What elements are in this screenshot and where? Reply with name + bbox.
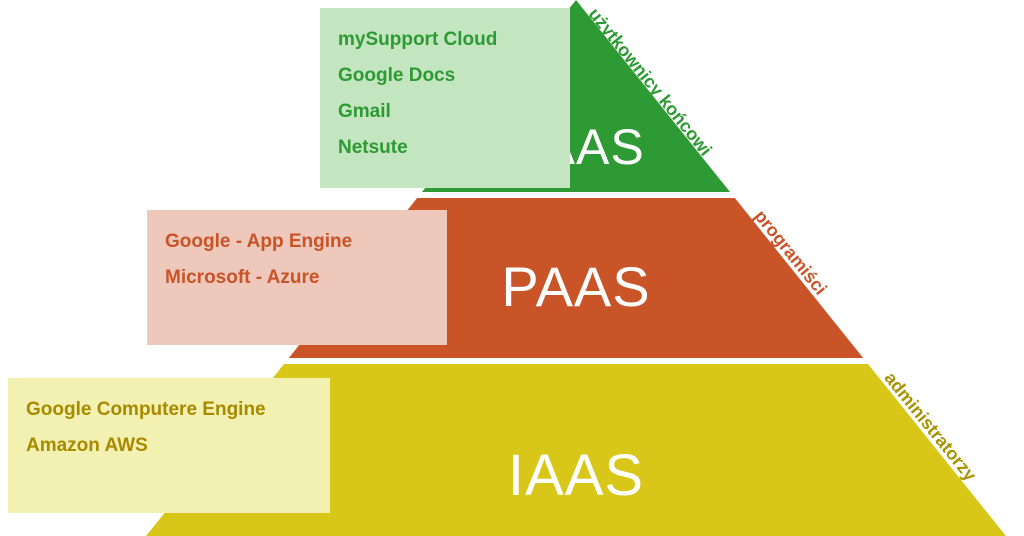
tier-iaas-label: IAAS bbox=[508, 442, 644, 509]
example-item: mySupport Cloud bbox=[338, 22, 552, 58]
example-item: Gmail bbox=[338, 94, 552, 130]
tier-paas-label: PAAS bbox=[501, 254, 650, 319]
example-item: Google Docs bbox=[338, 58, 552, 94]
example-item: Google Computere Engine bbox=[26, 392, 312, 428]
examples-box-saas: mySupport Cloud Google Docs Gmail Netsut… bbox=[320, 8, 570, 188]
example-item: Microsoft - Azure bbox=[165, 260, 429, 296]
example-item: Amazon AWS bbox=[26, 428, 312, 464]
example-item: Netsute bbox=[338, 130, 552, 166]
examples-box-paas: Google - App Engine Microsoft - Azure bbox=[147, 210, 447, 345]
example-item: Google - App Engine bbox=[165, 224, 429, 260]
cloud-pyramid-diagram: SAAS PAAS IAAS mySupport Cloud Google Do… bbox=[0, 0, 1024, 536]
examples-box-iaas: Google Computere Engine Amazon AWS bbox=[8, 378, 330, 513]
